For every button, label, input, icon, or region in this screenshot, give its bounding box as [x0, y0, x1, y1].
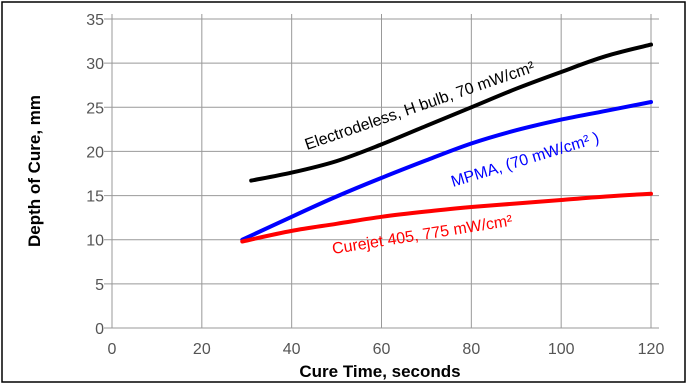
- x-tick-label-3: 60: [373, 341, 391, 358]
- y-tick-label-0: 0: [95, 321, 104, 338]
- x-tick-label-1: 20: [193, 341, 211, 358]
- series-lines: [240, 42, 653, 244]
- x-tick-label-2: 40: [283, 341, 301, 358]
- y-tick-label-5: 25: [86, 100, 104, 117]
- y-axis-title: Depth of Cure, mm: [25, 95, 44, 247]
- y-tick-label-2: 10: [86, 233, 104, 250]
- x-tick-label-5: 100: [548, 341, 575, 358]
- tick-labels: 0 20 40 60 80 100 120 0 5 10 15 20 25 30 35: [86, 12, 664, 358]
- y-tick-label-6: 30: [86, 56, 104, 73]
- y-tick-label-1: 5: [95, 277, 104, 294]
- x-tick-label-4: 80: [462, 341, 480, 358]
- x-tick-label-6: 120: [638, 341, 665, 358]
- y-tick-label-3: 15: [86, 189, 104, 206]
- x-axis-title: Cure Time, seconds: [299, 362, 460, 381]
- grid: [104, 14, 659, 329]
- series-line-2: [240, 191, 653, 244]
- series-line-1: [240, 100, 653, 242]
- series-line-0: [249, 42, 653, 183]
- x-tick-label-0: 0: [108, 341, 117, 358]
- y-tick-label-4: 20: [86, 144, 104, 161]
- y-tick-label-7: 35: [86, 12, 104, 29]
